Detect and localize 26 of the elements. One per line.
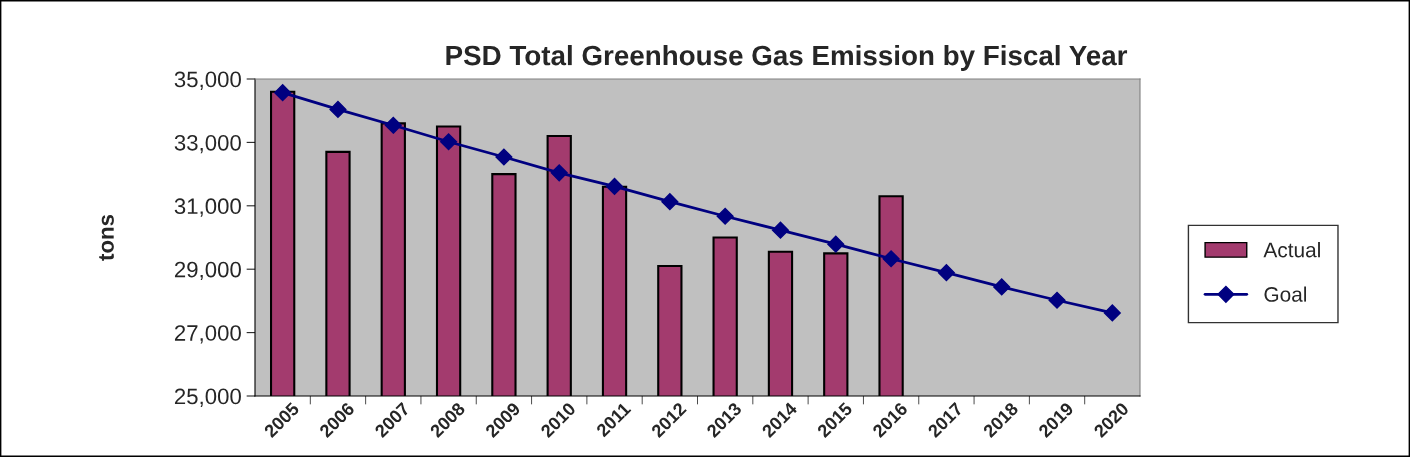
y-tick-label: 29,000 bbox=[174, 261, 241, 281]
legend-label: Actual bbox=[1263, 242, 1320, 258]
legend-label: Goal bbox=[1264, 286, 1307, 302]
point bbox=[716, 207, 734, 225]
point bbox=[605, 177, 624, 196]
point bbox=[329, 100, 347, 118]
point bbox=[1048, 291, 1066, 309]
y-tick-label: 31,000 bbox=[174, 198, 241, 217]
point bbox=[827, 235, 845, 253]
y-tick-label: 35,000 bbox=[174, 71, 241, 90]
point bbox=[384, 116, 402, 134]
point bbox=[495, 148, 513, 166]
point bbox=[1103, 304, 1121, 322]
y-tick-label: 27,000 bbox=[174, 325, 241, 344]
chart-title: PSD Total Greenhouse Gas Emission by Fiscal Year bbox=[446, 44, 1128, 71]
point bbox=[993, 278, 1011, 296]
point bbox=[937, 264, 955, 282]
point bbox=[661, 193, 679, 211]
y-axis-title: tons bbox=[99, 214, 114, 261]
y-tick-label: 25,000 bbox=[174, 388, 241, 407]
point bbox=[882, 250, 900, 268]
point bbox=[274, 84, 292, 102]
point bbox=[440, 133, 458, 151]
point bbox=[550, 164, 568, 182]
y-tick-label: 33,000 bbox=[174, 134, 241, 154]
point bbox=[771, 221, 790, 239]
